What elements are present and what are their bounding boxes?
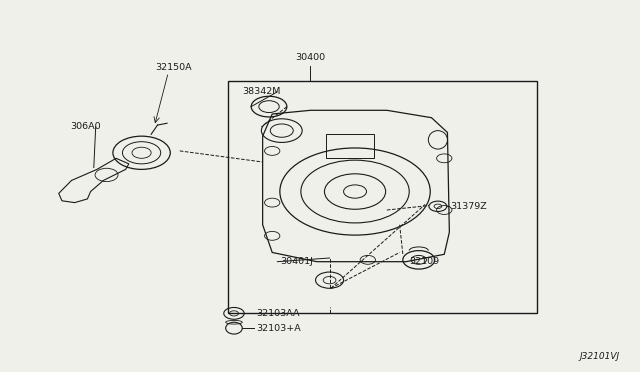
Bar	[326, 134, 374, 158]
Text: 32109: 32109	[409, 257, 439, 266]
Text: 32103AA: 32103AA	[256, 309, 300, 318]
Text: 32150A: 32150A	[156, 62, 192, 71]
Text: 30401J: 30401J	[280, 257, 314, 266]
Text: 30400: 30400	[296, 52, 326, 62]
Bar	[228, 81, 537, 313]
Text: 306A0: 306A0	[70, 122, 101, 131]
Text: 38342M: 38342M	[243, 87, 280, 96]
Text: J32101VJ: J32101VJ	[579, 352, 620, 361]
Text: 31379Z: 31379Z	[451, 202, 488, 211]
Text: 32103+A: 32103+A	[256, 324, 301, 333]
